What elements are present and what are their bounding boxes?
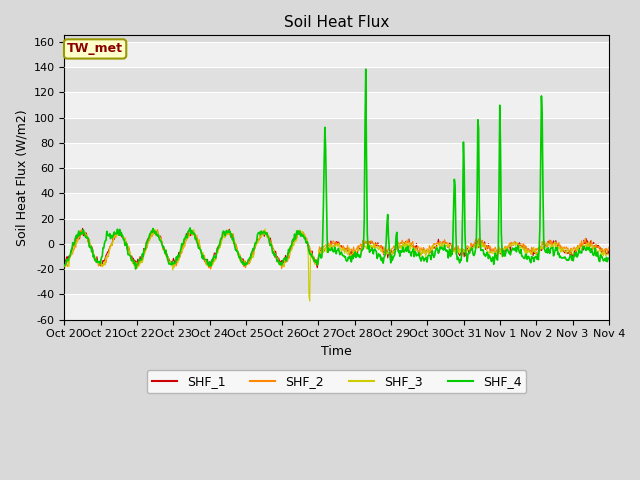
SHF_3: [605, 252, 612, 258]
SHF_2: [70, 246, 78, 252]
SHF_4: [420, 258, 428, 264]
SHF_2: [211, 256, 219, 262]
SHF_1: [314, 265, 321, 271]
Bar: [65, 118, 609, 143]
Bar: [65, 42, 609, 67]
SHF_1: [79, 226, 86, 231]
SHF_1: [605, 251, 612, 256]
SHF_4: [605, 255, 612, 261]
Y-axis label: Soil Heat Flux (W/m2): Soil Heat Flux (W/m2): [15, 109, 28, 246]
Bar: [65, 244, 609, 269]
SHF_1: [61, 257, 68, 263]
Bar: [65, 269, 609, 294]
Title: Soil Heat Flux: Soil Heat Flux: [284, 15, 389, 30]
SHF_3: [261, 226, 269, 232]
Text: TW_met: TW_met: [67, 42, 123, 56]
SHF_2: [605, 244, 612, 250]
SHF_1: [70, 241, 78, 247]
Bar: [65, 294, 609, 320]
Bar: [65, 67, 609, 92]
SHF_3: [306, 298, 314, 304]
SHF_3: [404, 242, 412, 248]
SHF_1: [127, 255, 135, 261]
SHF_1: [404, 239, 412, 245]
SHF_3: [211, 259, 218, 264]
SHF_3: [61, 262, 68, 268]
SHF_2: [61, 263, 68, 269]
SHF_2: [207, 266, 214, 272]
Line: SHF_1: SHF_1: [65, 228, 609, 268]
SHF_4: [404, 243, 412, 249]
SHF_2: [404, 237, 412, 242]
SHF_4: [127, 253, 134, 259]
SHF_1: [182, 231, 190, 237]
SHF_4: [132, 266, 140, 272]
SHF_1: [211, 250, 219, 256]
Bar: [65, 193, 609, 218]
SHF_2: [420, 245, 428, 251]
SHF_4: [211, 255, 219, 261]
Bar: [65, 92, 609, 118]
X-axis label: Time: Time: [321, 345, 352, 358]
SHF_2: [182, 235, 189, 241]
SHF_4: [70, 241, 78, 247]
SHF_4: [182, 233, 190, 239]
SHF_3: [420, 250, 428, 255]
SHF_3: [127, 250, 134, 255]
SHF_4: [362, 66, 369, 72]
Line: SHF_3: SHF_3: [65, 229, 609, 301]
Legend: SHF_1, SHF_2, SHF_3, SHF_4: SHF_1, SHF_2, SHF_3, SHF_4: [147, 370, 526, 393]
SHF_3: [70, 243, 78, 249]
Line: SHF_4: SHF_4: [65, 69, 609, 269]
SHF_3: [182, 237, 189, 243]
Bar: [65, 218, 609, 244]
Bar: [65, 143, 609, 168]
SHF_1: [420, 248, 428, 253]
SHF_4: [61, 263, 68, 268]
SHF_2: [225, 227, 232, 232]
Bar: [65, 168, 609, 193]
SHF_2: [127, 252, 134, 258]
Line: SHF_2: SHF_2: [65, 229, 609, 269]
